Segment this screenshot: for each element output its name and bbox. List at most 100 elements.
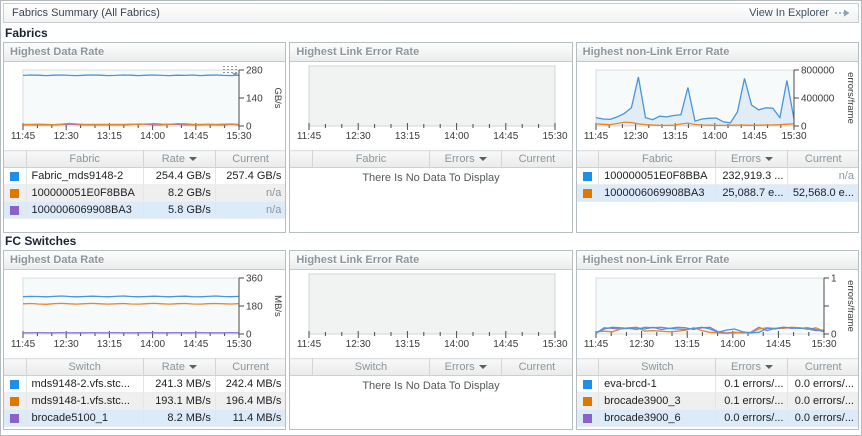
svg-text:140: 140 bbox=[246, 94, 263, 105]
svg-text:14:00: 14:00 bbox=[140, 131, 165, 142]
panel-fabrics-link-error: Highest Link Error Rate 11:45 12:30 13:15 1… bbox=[289, 42, 573, 233]
value-column-header[interactable]: Errors bbox=[715, 358, 789, 376]
current-column-header[interactable]: Current bbox=[215, 150, 286, 168]
svg-text:11:45: 11:45 bbox=[297, 339, 322, 350]
table-row[interactable]: brocade5100_1 8.2 MB/s 11.4 MB/s bbox=[4, 409, 286, 427]
table-row[interactable]: 1000006069908BA3 5.8 GB/s n/a bbox=[4, 201, 286, 219]
row-current: 0.0 errors/... bbox=[787, 392, 858, 410]
table-row[interactable]: 100000051E0F8BBA 232,919.3 ... n/a bbox=[576, 167, 858, 185]
row-value: 5.8 GB/s bbox=[143, 201, 216, 219]
value-column-header[interactable]: Rate bbox=[143, 358, 216, 376]
panel-table: Fabric Rate Current Fabric_mds9148-2 254.… bbox=[4, 150, 286, 219]
panel-fabrics-data-rate: Highest Data Rate 11:45 12:30 13:15 14:00 14… bbox=[3, 42, 287, 233]
svg-text:13:15: 13:15 bbox=[674, 339, 699, 350]
value-column-header[interactable]: Errors bbox=[429, 150, 503, 168]
line-chart: 11:45 12:30 13:15 14:00 14:45 15:300 400000 800… bbox=[584, 66, 856, 143]
view-in-explorer-link[interactable]: View In Explorer bbox=[749, 7, 850, 19]
table-header-row: Switch Rate Current bbox=[4, 358, 286, 376]
value-column-header[interactable]: Errors bbox=[429, 358, 503, 376]
table-row[interactable]: 1000006069908BA3 25,088.7 e... 52,568.0 e.… bbox=[576, 184, 858, 202]
panel-title: Highest Data Rate bbox=[4, 43, 286, 62]
row-current: 257.4 GB/s bbox=[215, 167, 286, 185]
name-column-header[interactable]: Switch bbox=[312, 358, 431, 376]
row-value: 8.2 MB/s bbox=[143, 409, 216, 427]
series-color-swatch bbox=[576, 409, 600, 427]
fabrics-panels-row: Highest Data Rate 11:45 12:30 13:15 14:00 14… bbox=[1, 42, 861, 233]
sort-desc-icon bbox=[188, 365, 197, 370]
series-color-swatch bbox=[4, 201, 27, 219]
svg-text:14:45: 14:45 bbox=[742, 131, 767, 142]
svg-text:11:45: 11:45 bbox=[297, 131, 322, 142]
swatch-column-header bbox=[576, 358, 600, 376]
row-name: 100000051E0F8BBA bbox=[598, 167, 717, 185]
row-value: 0.1 errors/... bbox=[715, 375, 789, 393]
table-header-row: Fabric Errors Current bbox=[290, 150, 572, 168]
series-color-swatch bbox=[576, 184, 600, 202]
table-header-row: Switch Errors Current bbox=[576, 358, 858, 376]
table-row[interactable]: 100000051E0F8BBA 8.2 GB/s n/a bbox=[4, 184, 286, 202]
table-row[interactable]: Fabric_mds9148-2 254.4 GB/s 257.4 GB/s bbox=[4, 167, 286, 185]
svg-text:11:45: 11:45 bbox=[11, 339, 36, 350]
table-row[interactable]: mds9148-1.vfs.stc... 193.1 MB/s 196.4 MB/s bbox=[4, 392, 286, 410]
chart-options-icon[interactable] bbox=[223, 66, 239, 76]
svg-text:360: 360 bbox=[246, 274, 263, 285]
row-value: 254.4 GB/s bbox=[143, 167, 216, 185]
table-row[interactable]: brocade3900_3 0.1 errors/... 0.0 errors/..… bbox=[576, 392, 858, 410]
series-color-swatch bbox=[4, 409, 27, 427]
chart-fabrics-nonlink-error: 11:45 12:30 13:15 14:00 14:45 15:30 0 400000 800… bbox=[577, 62, 858, 150]
svg-text:14:00: 14:00 bbox=[444, 131, 469, 142]
row-name: Fabric_mds9148-2 bbox=[26, 167, 144, 185]
no-data-message: There Is No Data To Display bbox=[362, 380, 500, 392]
row-name: brocade5100_1 bbox=[26, 409, 144, 427]
panel-title: Highest non-Link Error Rate bbox=[576, 43, 858, 62]
panel-switches-data-rate: Highest Data Rate 11:45 12:30 13:15 14:00 14… bbox=[3, 250, 287, 430]
table-row[interactable]: eva-brcd-1 0.1 errors/... 0.0 errors/... bbox=[576, 375, 858, 393]
svg-text:1: 1 bbox=[831, 274, 837, 285]
row-name: brocade3900_6 bbox=[598, 409, 717, 427]
current-column-header[interactable]: Current bbox=[501, 358, 572, 376]
current-column-header[interactable]: Current bbox=[787, 358, 858, 376]
name-column-header[interactable]: Switch bbox=[26, 358, 144, 376]
svg-text:0: 0 bbox=[801, 122, 807, 133]
panel-table: Switch Rate Current mds9148-2.vfs.stc...… bbox=[4, 358, 286, 427]
line-chart-empty: 11:45 12:30 13:15 14:00 14:45 15:30 bbox=[297, 273, 568, 350]
panel-title: Highest Data Rate bbox=[4, 251, 286, 270]
row-current: 242.4 MB/s bbox=[215, 375, 286, 393]
panel-title: Highest Link Error Rate bbox=[290, 43, 572, 62]
svg-text:12:30: 12:30 bbox=[629, 339, 654, 350]
svg-text:14:45: 14:45 bbox=[183, 339, 208, 350]
row-value: 232,919.3 ... bbox=[715, 167, 789, 185]
swatch-column-header bbox=[4, 358, 27, 376]
line-chart: 11:45 12:30 13:15 14:00 14:45 15:300 1 errors/f… bbox=[584, 274, 856, 351]
name-column-header[interactable]: Fabric bbox=[312, 150, 431, 168]
value-column-header[interactable]: Errors bbox=[715, 150, 789, 168]
svg-text:13:15: 13:15 bbox=[662, 131, 687, 142]
panel-table: Fabric Errors Current bbox=[290, 150, 572, 168]
table-row[interactable]: mds9148-2.vfs.stc... 241.3 MB/s 242.4 MB/s bbox=[4, 375, 286, 393]
name-column-header[interactable]: Switch bbox=[598, 358, 717, 376]
current-column-header[interactable]: Current bbox=[501, 150, 572, 168]
svg-text:errors/frame: errors/frame bbox=[845, 72, 856, 124]
current-column-header[interactable]: Current bbox=[787, 150, 858, 168]
current-column-header[interactable]: Current bbox=[215, 358, 286, 376]
svg-text:15:30: 15:30 bbox=[811, 339, 836, 350]
sort-desc-icon bbox=[188, 157, 197, 162]
sort-desc-icon bbox=[478, 157, 487, 162]
svg-text:0: 0 bbox=[246, 330, 252, 341]
svg-text:11:45: 11:45 bbox=[11, 131, 36, 142]
svg-text:13:15: 13:15 bbox=[395, 339, 420, 350]
table-row[interactable]: brocade3900_6 0.0 errors/... 0.0 errors/..… bbox=[576, 409, 858, 427]
svg-text:13:15: 13:15 bbox=[97, 339, 122, 350]
svg-text:11:45: 11:45 bbox=[584, 339, 609, 350]
name-column-header[interactable]: Fabric bbox=[26, 150, 144, 168]
row-value: 8.2 GB/s bbox=[143, 184, 216, 202]
panel-table: Switch Errors Current bbox=[290, 358, 572, 376]
value-column-header[interactable]: Rate bbox=[143, 150, 216, 168]
row-current: n/a bbox=[215, 184, 286, 202]
swatch-column-header bbox=[290, 358, 313, 376]
swatch-column-header bbox=[4, 150, 27, 168]
series-color-swatch bbox=[4, 184, 27, 202]
row-name: eva-brcd-1 bbox=[598, 375, 717, 393]
table-header-row: Switch Errors Current bbox=[290, 358, 572, 376]
name-column-header[interactable]: Fabric bbox=[598, 150, 717, 168]
